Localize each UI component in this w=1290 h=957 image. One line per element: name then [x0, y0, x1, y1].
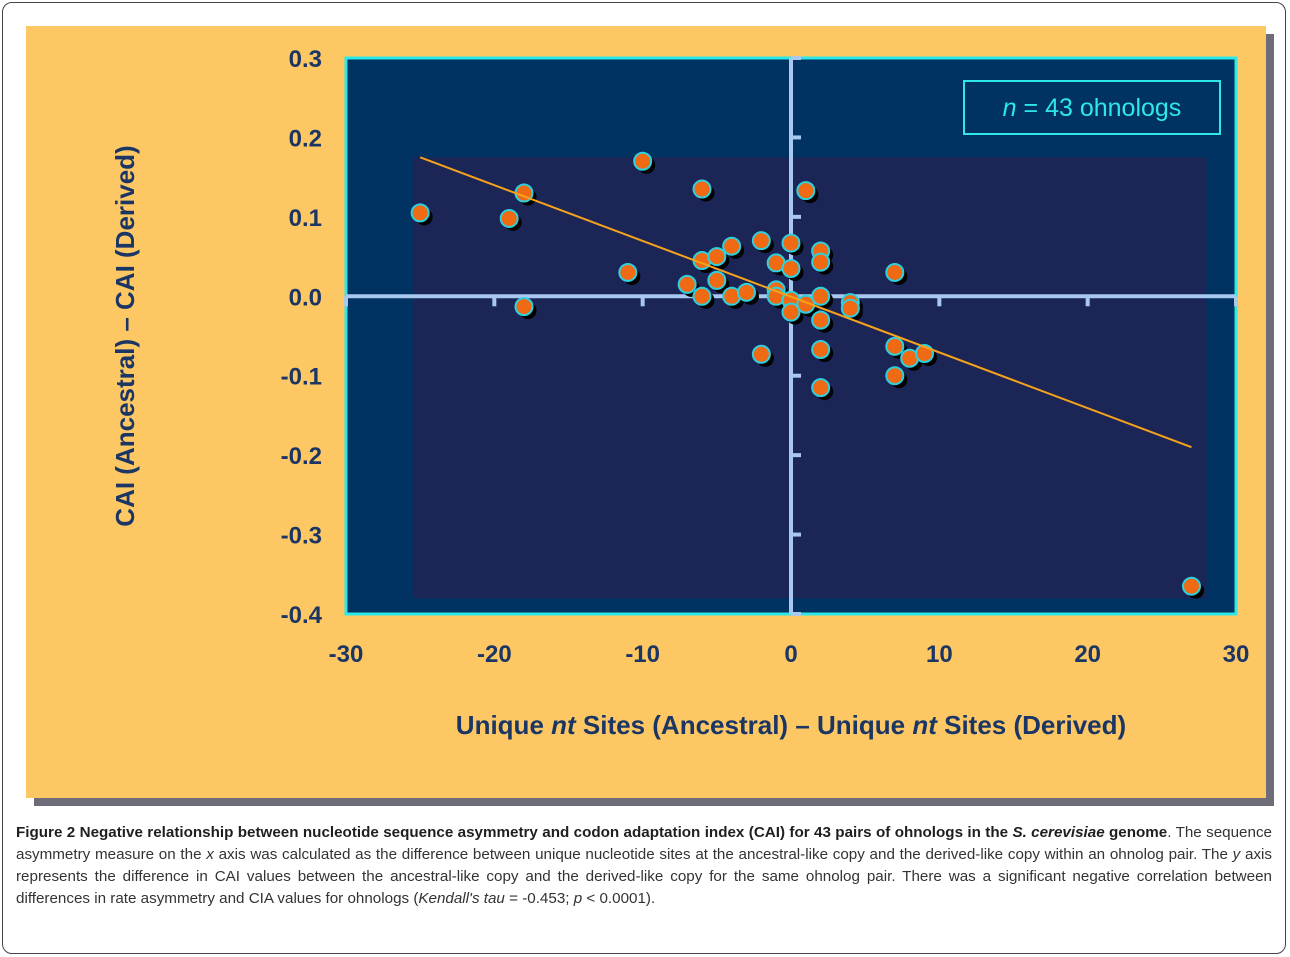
data-point [796, 181, 816, 201]
y-tick-label: -0.2 [281, 443, 322, 470]
data-point [751, 231, 771, 251]
data-point [707, 270, 727, 290]
data-point [885, 366, 905, 386]
data-point [618, 262, 638, 282]
scatter-chart: -30 -20 -10 0 10 20 30 0.3 0.2 0.1 0.0 -0.1 -0.2 -0.3… [110, 46, 1250, 740]
y-tick-label: -0.1 [281, 364, 322, 391]
annotation-box [963, 80, 1221, 135]
inner-plot-rect [412, 157, 1207, 599]
x-tick-label: -30 [329, 641, 364, 668]
x-tick-label: -10 [625, 641, 660, 668]
data-point [707, 247, 727, 267]
data-point [781, 233, 801, 253]
data-point [811, 252, 831, 272]
data-point [885, 336, 905, 356]
data-point [811, 340, 831, 360]
figure-caption: Figure 2 Negative relationship between n… [16, 822, 1272, 910]
caption-body: . The sequence asymmetry measure on the … [16, 824, 1273, 907]
x-tick-label: 30 [1223, 641, 1250, 668]
data-point [692, 179, 712, 199]
x-tick-label: 0 [784, 641, 797, 668]
x-tick-label: -20 [477, 641, 512, 668]
data-point [410, 203, 430, 223]
x-axis-title: Unique nt Sites (Ancestral) – Unique nt … [456, 710, 1126, 740]
data-point [1182, 576, 1201, 596]
y-tick-label: 0.0 [289, 284, 322, 311]
data-point [811, 310, 831, 330]
y-tick-label: -0.3 [281, 523, 322, 550]
data-point [811, 286, 831, 306]
data-point [811, 378, 831, 398]
data-point [499, 208, 519, 228]
data-point [677, 274, 697, 294]
x-tick-label: 10 [926, 641, 953, 668]
y-axis-title: CAI (Ancestral) – CAI (Derived) [110, 145, 140, 526]
y-tick-label: 0.1 [289, 205, 322, 232]
chart-panel: -30 -20 -10 0 10 20 30 0.3 0.2 0.1 0.0 -0.1 -0.2 -0.3… [26, 26, 1266, 798]
y-tick-label: -0.4 [281, 602, 323, 629]
data-point [633, 151, 653, 171]
y-tick-label: 0.2 [289, 125, 322, 152]
data-point [885, 262, 905, 282]
data-point [722, 236, 742, 256]
data-point [514, 297, 534, 317]
data-point [737, 282, 756, 302]
data-point [692, 286, 712, 306]
x-tick-label: 20 [1074, 641, 1101, 668]
data-point [781, 258, 801, 278]
data-point [781, 302, 801, 322]
y-tick-label: 0.3 [289, 46, 322, 73]
caption-title: Figure 2 Negative relationship between n… [16, 824, 1168, 841]
annotation-text: n = 43 ohnologs [1003, 94, 1182, 122]
data-point [751, 344, 771, 364]
trend-line [419, 156, 1192, 449]
data-point [840, 298, 860, 318]
